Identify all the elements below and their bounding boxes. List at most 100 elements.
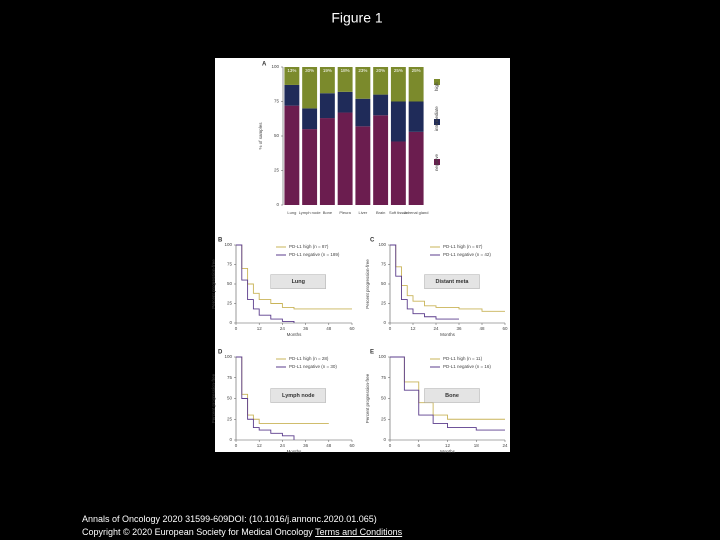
x-tick-label: 18 <box>474 443 480 448</box>
legend-label: negative <box>434 153 439 171</box>
y-tick-label: 0 <box>383 320 386 325</box>
value-label: 20% <box>376 68 385 73</box>
legend-label: PD-L1 high (n = 87) <box>289 244 329 249</box>
x-tick-label: 36 <box>303 326 309 331</box>
copyright-line: Copyright © 2020 European Society for Me… <box>82 527 402 537</box>
x-tick-label: 12 <box>257 326 263 331</box>
bar-segment <box>337 91 353 113</box>
bar-segment <box>284 67 300 85</box>
x-axis-label: Months <box>440 449 456 454</box>
bar-segment <box>319 67 335 94</box>
y-tick-label: 100 <box>224 354 232 359</box>
x-tick-label: 12 <box>410 326 416 331</box>
y-axis-label: Percent progression-free <box>211 373 216 423</box>
y-tick-label: 25 <box>274 168 280 173</box>
bar-segment <box>373 67 389 95</box>
slide-title: Figure 1 <box>331 10 383 26</box>
bar-segment <box>302 108 318 130</box>
panel-title: Bone <box>445 393 459 399</box>
x-tick-label: 12 <box>445 443 451 448</box>
panel-title: Lymph node <box>282 393 315 399</box>
legend-label: PD-L1 negative (n = 16) <box>443 364 491 369</box>
x-tick-label: 24 <box>280 326 286 331</box>
bar-segment <box>355 67 371 99</box>
y-tick-label: 50 <box>227 281 233 286</box>
x-tick-label: 6 <box>417 443 420 448</box>
y-tick-label: 75 <box>227 262 233 267</box>
y-tick-label: 100 <box>378 354 386 359</box>
y-axis-label: % of samples <box>258 122 263 150</box>
x-tick-label: Liver <box>359 210 368 215</box>
bar-segment <box>319 93 335 119</box>
value-label: 25% <box>394 68 403 73</box>
panel-label: C <box>370 238 375 244</box>
legend-swatch <box>434 159 440 165</box>
x-tick-label: Pleura <box>339 210 351 215</box>
x-axis-label: Months <box>287 449 303 454</box>
bar-segment <box>337 112 353 205</box>
legend-label: PD-L1 negative (n = 189) <box>289 252 340 257</box>
y-axis-label: Percent progression-free <box>211 259 216 309</box>
y-tick-label: 50 <box>227 396 233 401</box>
bar-segment <box>337 67 353 92</box>
bar-segment <box>302 67 318 109</box>
x-tick-label: 48 <box>326 443 332 448</box>
value-label: 13% <box>287 68 296 73</box>
panel-title-box <box>424 274 480 289</box>
y-tick-label: 25 <box>227 416 233 421</box>
survival-curve <box>390 244 505 312</box>
panel-label: D <box>218 350 223 356</box>
value-label: 18% <box>341 68 350 73</box>
x-axis-label: Months <box>287 332 303 337</box>
x-tick-label: Adrenal gland <box>404 210 429 215</box>
legend-label: PD-L1 high (n = 67) <box>443 244 483 249</box>
bar-segment <box>390 67 406 102</box>
x-tick-label: 0 <box>389 443 392 448</box>
x-tick-label: Lymph node <box>299 210 322 215</box>
bar-segment <box>284 105 300 205</box>
x-tick-label: Brain <box>376 210 385 215</box>
x-tick-label: 24 <box>433 326 439 331</box>
value-label: 30% <box>305 68 314 73</box>
survival-curve <box>236 244 352 310</box>
x-tick-label: 48 <box>326 326 332 331</box>
legend-label: PD-L1 high (n = 11) <box>443 356 483 361</box>
bar-segment <box>355 98 371 127</box>
y-tick-label: 25 <box>381 301 387 306</box>
y-tick-label: 50 <box>381 281 387 286</box>
y-axis-label: Percent progression-free <box>365 373 370 423</box>
y-tick-label: 100 <box>378 242 386 247</box>
y-tick-label: 50 <box>381 396 387 401</box>
y-axis-label: Percent progression-free <box>365 259 370 309</box>
x-tick-label: 0 <box>389 326 392 331</box>
survival-curve <box>236 244 295 323</box>
bar-segment <box>302 129 318 205</box>
bar-segment <box>390 141 406 205</box>
legend-label: high <box>434 82 439 91</box>
y-tick-label: 0 <box>229 320 232 325</box>
x-tick-label: Soft tissue <box>389 210 408 215</box>
panel-title-box <box>424 388 480 403</box>
legend-label: PD-L1 negative (n = 42) <box>443 252 491 257</box>
survival-curve <box>236 356 295 440</box>
x-tick-label: 36 <box>303 443 309 448</box>
panel-title: Lung <box>292 279 305 285</box>
legend-swatch <box>434 119 440 125</box>
legend-label: PD-L1 negative (n = 30) <box>289 364 337 369</box>
terms-link[interactable]: Terms and Conditions <box>315 527 403 537</box>
panel-label: E <box>370 350 374 356</box>
bar-segment <box>408 101 424 132</box>
bar-segment <box>408 67 424 102</box>
y-tick-label: 75 <box>381 262 387 267</box>
legend-swatch <box>434 79 440 85</box>
y-tick-label: 75 <box>227 375 233 380</box>
x-tick-label: 60 <box>349 443 355 448</box>
x-tick-label: 0 <box>235 443 238 448</box>
citation: Annals of Oncology 2020 31599-609DOI: (1… <box>82 514 377 524</box>
x-tick-label: 60 <box>502 326 508 331</box>
y-tick-label: 0 <box>276 202 279 207</box>
x-tick-label: Bone <box>323 210 333 215</box>
